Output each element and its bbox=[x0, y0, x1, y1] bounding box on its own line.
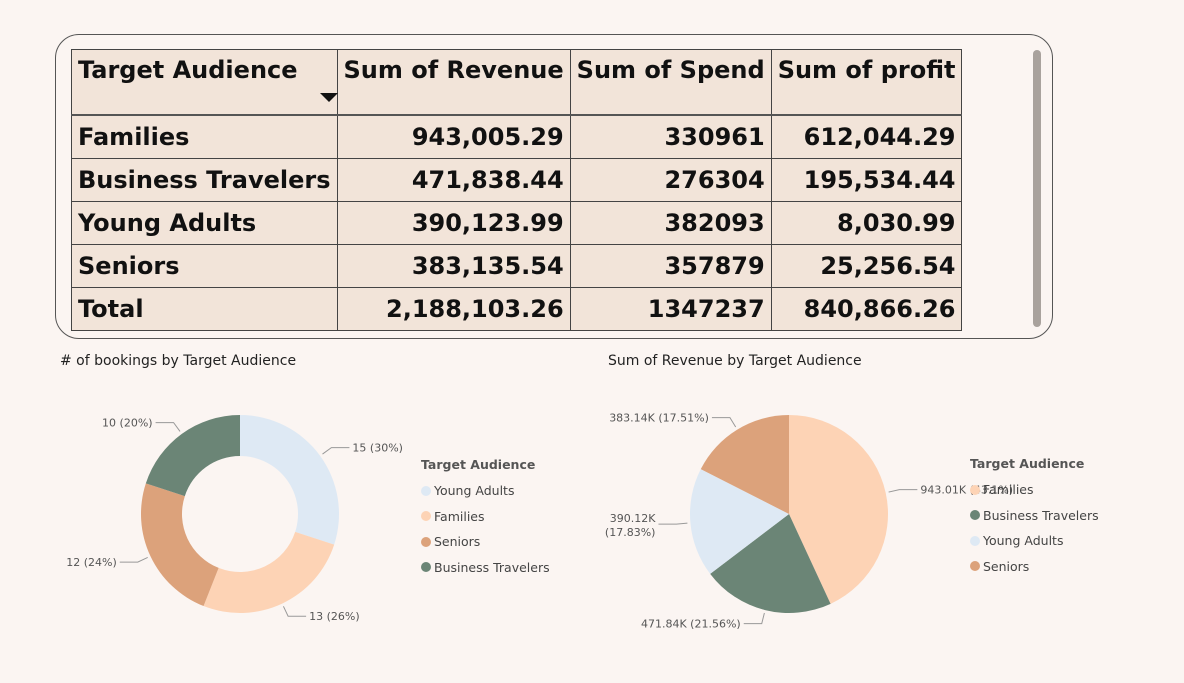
cell-audience: Families bbox=[71, 114, 338, 159]
legend-label: Business Travelers bbox=[434, 559, 550, 575]
data-table: Target Audience Sum of Revenue Sum of Sp… bbox=[71, 49, 963, 331]
legend-item-young-adults[interactable]: Young Adults bbox=[421, 478, 550, 504]
leader-line bbox=[155, 422, 181, 432]
slice-business-travelers[interactable] bbox=[145, 415, 240, 497]
cell-audience: Business Travelers bbox=[71, 158, 338, 202]
vertical-scrollbar[interactable] bbox=[1033, 50, 1041, 327]
total-profit: 840,866.26 bbox=[770, 287, 963, 331]
legend-label: Seniors bbox=[983, 558, 1030, 574]
slice-families[interactable] bbox=[789, 415, 888, 604]
table-row: Seniors 383,135.54 357879 25,256.54 bbox=[71, 244, 963, 288]
leader-line bbox=[322, 447, 350, 455]
leader-line bbox=[282, 606, 307, 617]
cell-revenue: 943,005.29 bbox=[336, 114, 571, 159]
data-label: 471.84K (21.56%) bbox=[641, 618, 741, 631]
legend-item-seniors[interactable]: Seniors bbox=[970, 554, 1099, 580]
total-label: Total bbox=[71, 287, 338, 331]
cell-profit: 195,534.44 bbox=[770, 158, 963, 202]
column-header-sum-of-spend[interactable]: Sum of Spend bbox=[569, 49, 772, 116]
donut-chart: 15 (30%) 13 (26%) 12 (24%) 10 (20%) bbox=[66, 415, 403, 623]
data-label: 943.01K (43.1%) bbox=[920, 484, 1013, 497]
legend-item-families[interactable]: Families bbox=[421, 504, 550, 530]
slice-young-adults[interactable] bbox=[240, 415, 340, 545]
cell-spend: 276304 bbox=[569, 158, 772, 202]
column-header-sum-of-profit[interactable]: Sum of profit bbox=[770, 49, 963, 116]
table-row: Families 943,005.29 330961 612,044.29 bbox=[71, 114, 963, 159]
column-header-target-audience[interactable]: Target Audience bbox=[71, 49, 338, 116]
table-total-row: Total 2,188,103.26 1347237 840,866.26 bbox=[71, 287, 963, 331]
cell-spend: 330961 bbox=[569, 114, 772, 159]
data-label: 10 (20%) bbox=[102, 417, 153, 430]
legend-swatch bbox=[421, 562, 431, 573]
legend-swatch bbox=[970, 484, 980, 495]
donut-legend: Target Audience Young Adults Families Seni… bbox=[421, 457, 550, 580]
legend-label: Families bbox=[983, 482, 1034, 498]
table-visual bbox=[55, 34, 1053, 339]
data-label: 13 (26%) bbox=[309, 610, 360, 623]
legend-item-families[interactable]: Families bbox=[970, 477, 1099, 503]
legend-swatch bbox=[970, 510, 980, 521]
leader-line bbox=[711, 417, 737, 428]
data-label: 383.14K (17.51%) bbox=[609, 412, 709, 425]
legend-label: Families bbox=[434, 508, 485, 524]
data-label: 390.12K (17.83%) bbox=[605, 512, 656, 539]
cell-audience: Young Adults bbox=[71, 201, 338, 245]
table-row: Business Travelers 471,838.44 276304 195… bbox=[71, 158, 963, 202]
data-label: 15 (30%) bbox=[352, 442, 403, 455]
data-label: 12 (24%) bbox=[66, 556, 117, 569]
legend-swatch bbox=[421, 485, 431, 496]
cell-profit: 8,030.99 bbox=[770, 201, 963, 245]
legend-title: Target Audience bbox=[970, 456, 1085, 471]
legend-swatch bbox=[970, 561, 980, 572]
legend-label: Business Travelers bbox=[983, 507, 1099, 523]
legend-swatch bbox=[421, 536, 431, 547]
total-spend: 1347237 bbox=[569, 287, 772, 331]
legend-title: Target Audience bbox=[421, 457, 536, 472]
cell-profit: 25,256.54 bbox=[770, 244, 963, 288]
pie-legend: Target Audience Families Business Travele… bbox=[970, 456, 1099, 579]
leader-line bbox=[119, 556, 148, 563]
donut-chart-title: # of bookings by Target Audience bbox=[60, 353, 297, 369]
legend-swatch bbox=[421, 511, 431, 522]
legend-swatch bbox=[970, 535, 980, 546]
table-row: Young Adults 390,123.99 382093 8,030.99 bbox=[71, 201, 963, 245]
slice-seniors[interactable] bbox=[140, 483, 219, 607]
leader-line bbox=[658, 522, 688, 525]
legend-item-seniors[interactable]: Seniors bbox=[421, 529, 550, 555]
slice-families[interactable] bbox=[203, 531, 335, 613]
legend-label: Young Adults bbox=[434, 483, 515, 499]
cell-profit: 612,044.29 bbox=[770, 114, 963, 159]
sort-descending-icon[interactable] bbox=[320, 93, 338, 102]
cell-revenue: 471,838.44 bbox=[336, 158, 571, 202]
cell-revenue: 383,135.54 bbox=[336, 244, 571, 288]
leader-line bbox=[888, 489, 918, 493]
legend-item-business-travelers[interactable]: Business Travelers bbox=[421, 555, 550, 581]
pie-chart: 943.01K (43.1%) 471.84K (21.56%) 390.12K (1… bbox=[605, 412, 1013, 631]
leader-line bbox=[743, 612, 765, 625]
pie-chart-title: Sum of Revenue by Target Audience bbox=[608, 353, 862, 369]
slice-young-adults[interactable] bbox=[690, 469, 789, 574]
cell-spend: 357879 bbox=[569, 244, 772, 288]
cell-spend: 382093 bbox=[569, 201, 772, 245]
legend-item-business-travelers[interactable]: Business Travelers bbox=[970, 503, 1099, 529]
slice-business-travelers[interactable] bbox=[710, 514, 831, 613]
legend-label: Seniors bbox=[434, 534, 481, 550]
slice-seniors[interactable] bbox=[700, 415, 789, 514]
column-header-sum-of-revenue[interactable]: Sum of Revenue bbox=[336, 49, 571, 116]
legend-item-young-adults[interactable]: Young Adults bbox=[970, 528, 1099, 554]
total-revenue: 2,188,103.26 bbox=[336, 287, 571, 331]
legend-label: Young Adults bbox=[983, 533, 1064, 549]
